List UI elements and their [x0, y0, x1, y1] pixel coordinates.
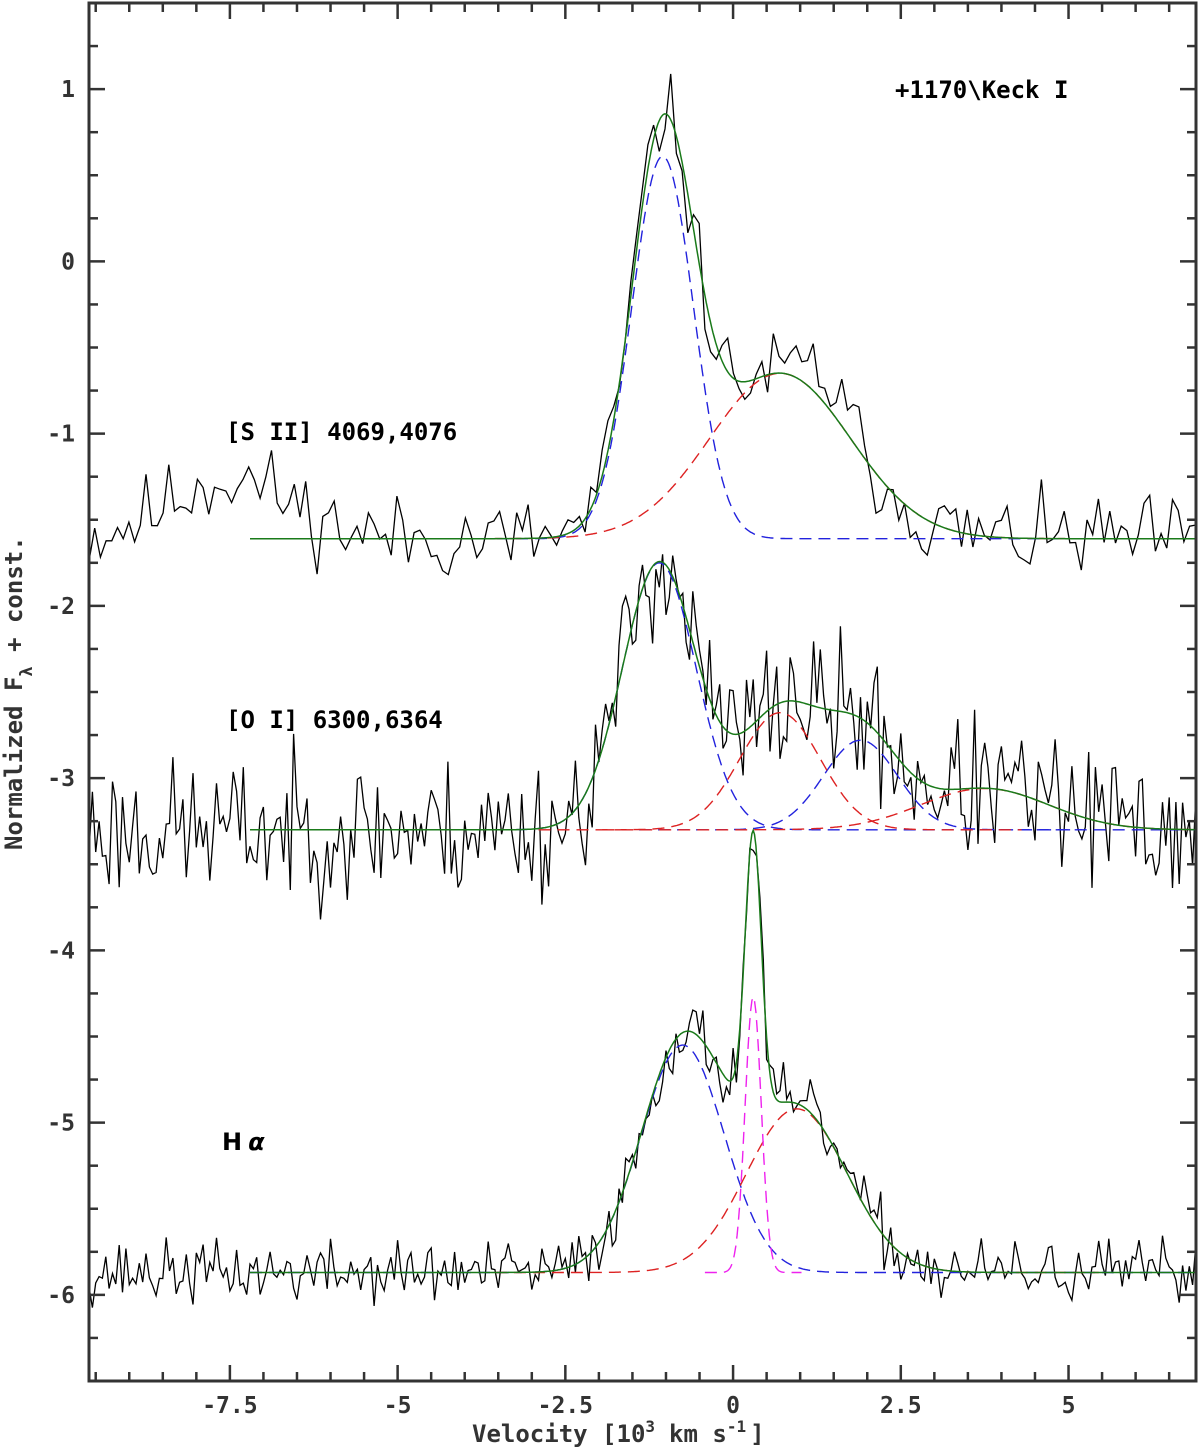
x-tick-label: -5 [384, 1393, 412, 1419]
x-tick-label: 2.5 [880, 1393, 922, 1419]
plot-area [88, 73, 1197, 1308]
observed-spectrum-1 [88, 554, 1197, 920]
oi-label: [O I] 6300,6364 [226, 706, 443, 734]
y-axis-label-sub: λ [17, 666, 37, 676]
total-fit-0 [250, 113, 1196, 540]
y-axis-label-tail: + const. [0, 536, 28, 666]
y-tick-label: 0 [61, 249, 75, 275]
component-fit-1-2 [538, 712, 1022, 831]
sii-label: [S II] 4069,4076 [226, 418, 457, 446]
total-fit-2 [250, 828, 1196, 1274]
x-axis-label-main: Velocity [10 [472, 1420, 645, 1448]
y-tick-label: -1 [47, 422, 75, 448]
y-tick-label: -6 [47, 1283, 75, 1309]
y-tick-label: 1 [61, 77, 75, 103]
x-tick-label: 5 [1062, 1393, 1076, 1419]
y-axis-label-main: Normalized F [0, 677, 28, 850]
observed-spectrum-2 [88, 847, 1197, 1308]
x-axis-label-close: ] [750, 1420, 764, 1448]
x-tick-label: -7.5 [202, 1393, 257, 1419]
y-tick-label: -4 [47, 938, 75, 964]
x-axis-label-exp: 3 [645, 1417, 655, 1436]
plot-frame [87, 1, 1198, 1383]
x-axis-label-unit: km s [669, 1420, 727, 1448]
y-tick-label: -5 [47, 1111, 75, 1137]
epoch-label: +1170\Keck I [895, 76, 1068, 104]
total-fit-1 [250, 560, 1196, 831]
observed-spectrum-0 [88, 73, 1196, 576]
y-axis-label: Normalized Fλ + const. [0, 536, 37, 850]
x-axis-label-unit-exp: -1 [727, 1417, 746, 1436]
y-tick-label: -3 [47, 766, 75, 792]
halpha-letter: H [222, 1128, 242, 1156]
y-tick-label: -2 [47, 594, 75, 620]
x-tick-label: 0 [726, 1393, 740, 1419]
x-axis-label: Velocity [103 km s-1] [472, 1417, 765, 1448]
x-tick-label: -2.5 [538, 1393, 593, 1419]
halpha-greek: α [248, 1128, 265, 1156]
